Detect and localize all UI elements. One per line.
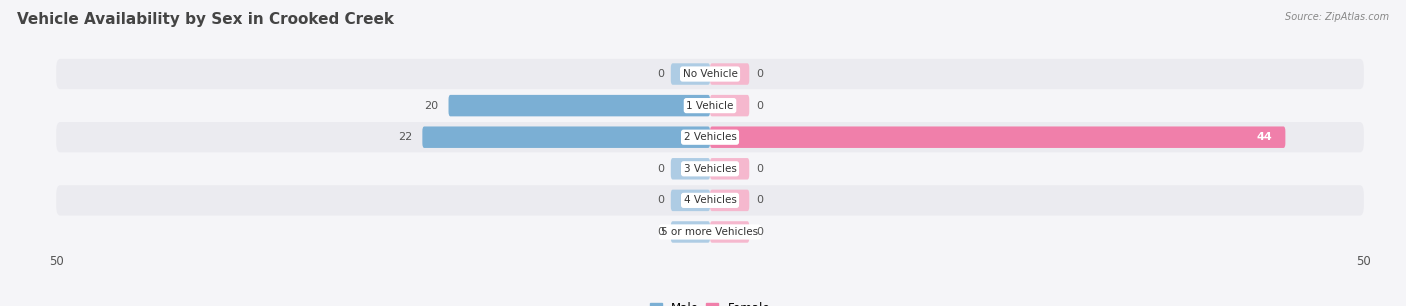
Text: 0: 0 (756, 101, 763, 111)
Text: 0: 0 (657, 164, 664, 174)
Text: 20: 20 (425, 101, 439, 111)
Legend: Male, Female: Male, Female (645, 297, 775, 306)
FancyBboxPatch shape (710, 126, 1285, 148)
FancyBboxPatch shape (56, 154, 1364, 184)
Text: 0: 0 (657, 69, 664, 79)
Text: 22: 22 (398, 132, 412, 142)
FancyBboxPatch shape (671, 158, 710, 180)
FancyBboxPatch shape (671, 63, 710, 85)
FancyBboxPatch shape (710, 63, 749, 85)
Text: Vehicle Availability by Sex in Crooked Creek: Vehicle Availability by Sex in Crooked C… (17, 12, 394, 27)
FancyBboxPatch shape (710, 221, 749, 243)
Text: 5 or more Vehicles: 5 or more Vehicles (661, 227, 759, 237)
FancyBboxPatch shape (422, 126, 710, 148)
FancyBboxPatch shape (449, 95, 710, 116)
Text: 2 Vehicles: 2 Vehicles (683, 132, 737, 142)
Text: 3 Vehicles: 3 Vehicles (683, 164, 737, 174)
Text: 0: 0 (657, 195, 664, 205)
FancyBboxPatch shape (710, 158, 749, 180)
FancyBboxPatch shape (710, 95, 749, 116)
Text: 0: 0 (756, 164, 763, 174)
Text: 0: 0 (756, 227, 763, 237)
Text: 4 Vehicles: 4 Vehicles (683, 195, 737, 205)
Text: 0: 0 (756, 69, 763, 79)
FancyBboxPatch shape (56, 217, 1364, 247)
Text: 1 Vehicle: 1 Vehicle (686, 101, 734, 111)
FancyBboxPatch shape (671, 221, 710, 243)
FancyBboxPatch shape (56, 91, 1364, 121)
FancyBboxPatch shape (56, 185, 1364, 215)
FancyBboxPatch shape (710, 190, 749, 211)
Text: 0: 0 (657, 227, 664, 237)
Text: Source: ZipAtlas.com: Source: ZipAtlas.com (1285, 12, 1389, 22)
Text: 44: 44 (1257, 132, 1272, 142)
Text: 0: 0 (756, 195, 763, 205)
FancyBboxPatch shape (56, 122, 1364, 152)
FancyBboxPatch shape (671, 190, 710, 211)
FancyBboxPatch shape (56, 59, 1364, 89)
Text: No Vehicle: No Vehicle (682, 69, 738, 79)
